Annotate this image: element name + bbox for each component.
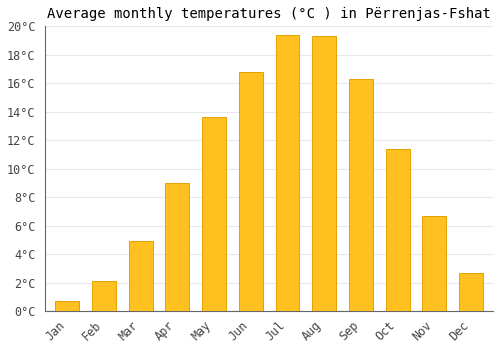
Bar bbox=[312, 36, 336, 311]
Bar bbox=[239, 72, 262, 311]
Bar bbox=[56, 301, 79, 311]
Bar bbox=[166, 183, 190, 311]
Bar bbox=[128, 241, 152, 311]
Bar bbox=[202, 117, 226, 311]
Title: Average monthly temperatures (°C ) in Përrenjas-Fshat: Average monthly temperatures (°C ) in Pë… bbox=[47, 7, 491, 21]
Bar bbox=[459, 273, 483, 311]
Bar bbox=[422, 216, 446, 311]
Bar bbox=[349, 79, 373, 311]
Bar bbox=[386, 149, 409, 311]
Bar bbox=[92, 281, 116, 311]
Bar bbox=[276, 35, 299, 311]
